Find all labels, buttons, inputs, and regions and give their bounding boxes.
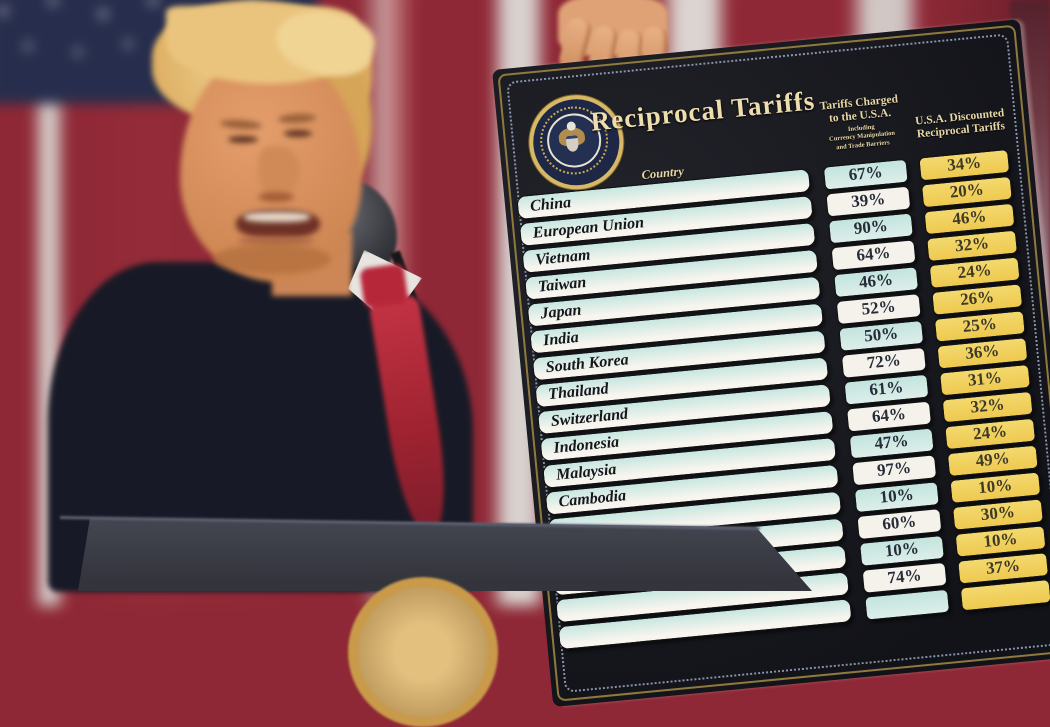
teeth [244, 212, 310, 222]
charged-tariff-cell [864, 588, 951, 621]
reciprocal-tariffs-board: Reciprocal Tariffs Tariffs Charged to th… [492, 19, 1050, 708]
tariff-rows: China 67% 34% European Union 39% 20% Vie… [492, 19, 1050, 707]
podium [78, 518, 812, 591]
head [152, 0, 381, 293]
nose [258, 146, 300, 198]
discounted-tariff-cell [959, 578, 1050, 612]
lip-shadow [238, 236, 314, 246]
nostril-shadow [258, 192, 294, 202]
eye-right [284, 130, 312, 137]
eye-left [228, 136, 258, 143]
jaw-shadow [213, 244, 331, 274]
podium-seal-icon [348, 577, 498, 727]
